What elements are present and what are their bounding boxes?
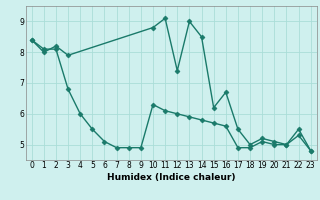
X-axis label: Humidex (Indice chaleur): Humidex (Indice chaleur)	[107, 173, 236, 182]
